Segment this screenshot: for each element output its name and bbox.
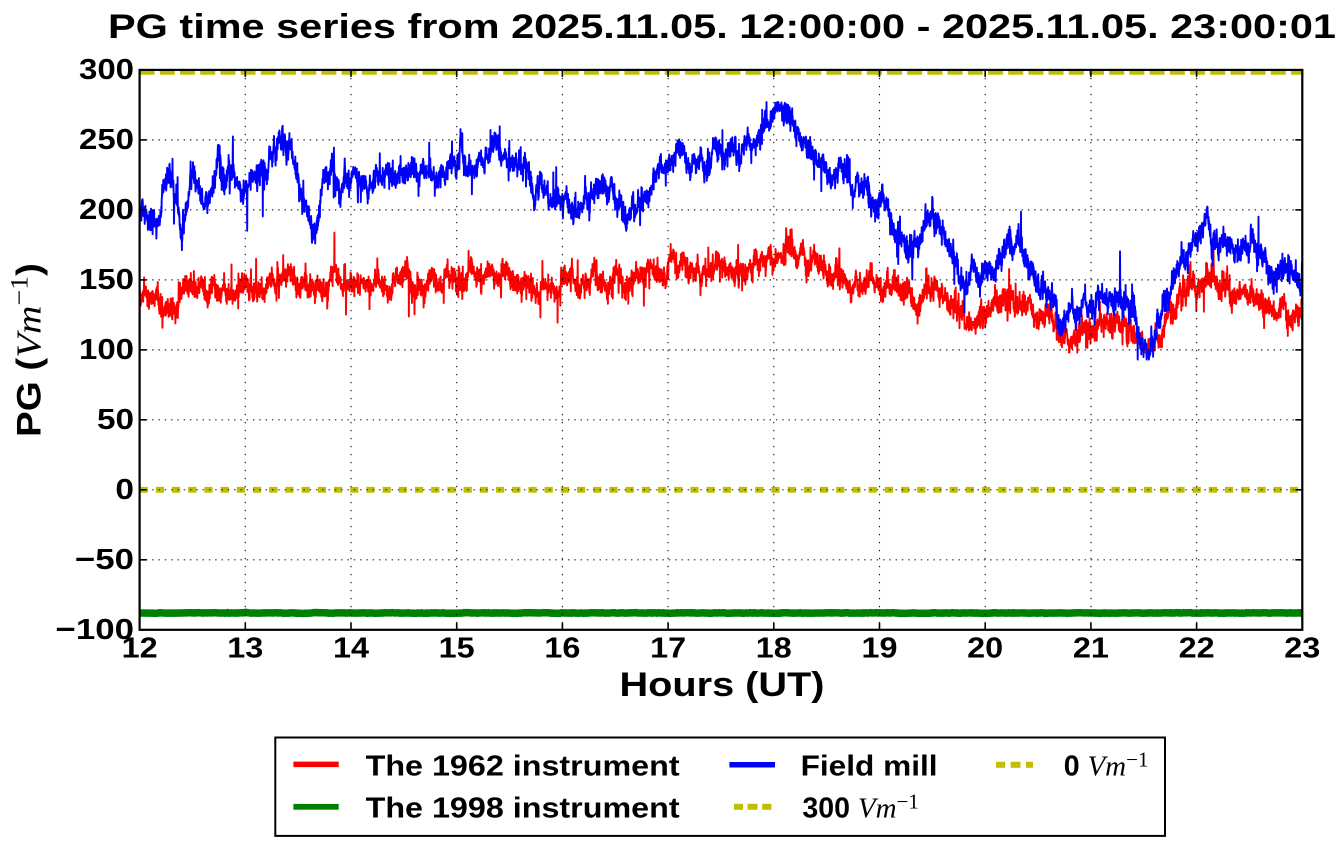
svg-text:PG time series from 2025.11.05: PG time series from 2025.11.05. 12:00:00…: [108, 8, 1336, 46]
svg-text:14: 14: [333, 632, 369, 664]
svg-text:250: 250: [79, 124, 134, 156]
svg-text:50: 50: [97, 404, 134, 436]
svg-text:19: 19: [862, 632, 898, 664]
svg-text:12: 12: [122, 632, 158, 664]
svg-text:Hours (UT): Hours (UT): [620, 666, 825, 704]
svg-text:16: 16: [544, 632, 580, 664]
svg-text:−50: −50: [75, 544, 134, 576]
svg-text:20: 20: [967, 632, 1003, 664]
svg-text:23: 23: [1284, 632, 1320, 664]
svg-text:18: 18: [756, 632, 792, 664]
svg-text:13: 13: [227, 632, 263, 664]
svg-text:15: 15: [439, 632, 475, 664]
svg-text:150: 150: [79, 264, 134, 296]
svg-text:200: 200: [79, 194, 134, 226]
svg-text:Field mill: Field mill: [801, 750, 938, 782]
svg-text:The 1962 instrument: The 1962 instrument: [366, 750, 681, 782]
svg-text:PG (Vm−1): PG (Vm−1): [7, 263, 49, 437]
svg-text:100: 100: [79, 334, 134, 366]
svg-text:0: 0: [115, 474, 134, 506]
svg-text:−100: −100: [56, 614, 135, 646]
svg-text:22: 22: [1179, 632, 1215, 664]
svg-text:21: 21: [1073, 632, 1109, 664]
svg-text:The 1998 instrument: The 1998 instrument: [366, 793, 681, 825]
svg-text:300: 300: [79, 54, 134, 86]
svg-text:17: 17: [650, 632, 686, 664]
